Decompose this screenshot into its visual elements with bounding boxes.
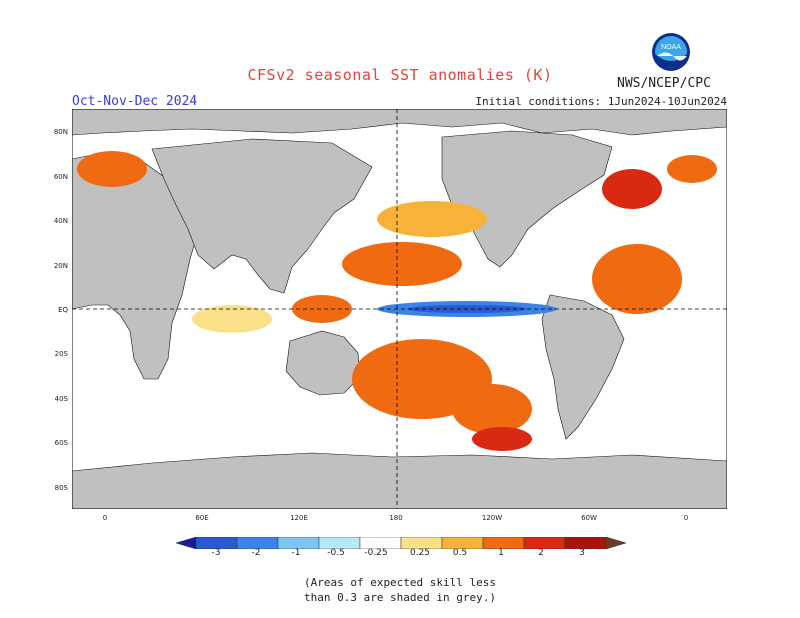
season-label: Oct-Nov-Dec 2024 bbox=[72, 94, 198, 109]
north-atlantic-warm bbox=[592, 244, 682, 314]
lon-label-120e: 120E bbox=[290, 514, 308, 522]
colorbar-label-p1: 1 bbox=[498, 548, 504, 558]
initial-conditions: Initial conditions: 1Jun2024-10Jun2024 bbox=[475, 95, 727, 108]
lat-label-20n: 20N bbox=[53, 262, 68, 270]
south-america-landmass bbox=[541, 294, 625, 440]
greenland-landmass bbox=[72, 109, 727, 136]
skill-note: (Areas of expected skill less than 0.3 a… bbox=[0, 575, 800, 605]
agency-label: NWS/NCEP/CPC bbox=[617, 76, 711, 91]
lon-label-60e: 60E bbox=[195, 514, 209, 522]
colorbar-label-p2: 2 bbox=[538, 548, 544, 558]
lat-label-40n: 40N bbox=[53, 217, 68, 225]
colorbar-label-m025: -0.25 bbox=[364, 548, 388, 558]
colorbar-label-p025: 0.25 bbox=[409, 548, 431, 558]
lat-label-20s: 20S bbox=[54, 350, 68, 358]
colorbar-label-p05: 0.5 bbox=[452, 548, 468, 558]
land-masses bbox=[72, 109, 727, 509]
anomaly-patches bbox=[77, 151, 717, 451]
north-pacific-warm bbox=[342, 242, 462, 286]
colorbar-label-m1: -1 bbox=[291, 548, 301, 558]
lon-label-120w: 120W bbox=[481, 514, 503, 522]
indian-ocean-warm bbox=[192, 305, 272, 333]
colorbar-label-m3: -3 bbox=[211, 548, 221, 558]
lon-label-60w: 60W bbox=[581, 514, 597, 522]
skill-note-line1: (Areas of expected skill less bbox=[303, 576, 497, 589]
antarctica-landmass bbox=[72, 452, 727, 509]
lat-label-eq: EQ bbox=[58, 306, 68, 314]
lat-label-60s: 60S bbox=[54, 439, 68, 447]
lat-label-80s: 80S bbox=[54, 484, 68, 492]
lon-label-0-east: 0 bbox=[683, 514, 689, 522]
colorbar bbox=[176, 537, 626, 549]
lat-label-60n: 60N bbox=[53, 173, 68, 181]
noaa-logo-text: NOAA bbox=[661, 44, 681, 51]
lon-label-0: 0 bbox=[102, 514, 108, 522]
lon-label-180: 180 bbox=[389, 514, 403, 522]
colorbar-max-arrow bbox=[605, 537, 626, 549]
lat-label-40s: 40S bbox=[54, 395, 68, 403]
sst-anomaly-map bbox=[72, 109, 727, 509]
colorbar-label-p3: 3 bbox=[579, 548, 585, 558]
map-title: CFSv2 seasonal SST anomalies (K) bbox=[247, 66, 553, 84]
colorbar-min-arrow bbox=[176, 537, 197, 549]
colorbar-label-m05: -0.5 bbox=[327, 548, 345, 558]
noaa-logo: NOAA bbox=[652, 33, 690, 71]
asia-landmass bbox=[151, 138, 373, 294]
australia-landmass bbox=[285, 330, 361, 396]
colorbar-label-m2: -2 bbox=[251, 548, 261, 558]
skill-note-line2: than 0.3 are shaded in grey.) bbox=[303, 591, 497, 604]
lat-label-80n: 80N bbox=[53, 128, 68, 136]
